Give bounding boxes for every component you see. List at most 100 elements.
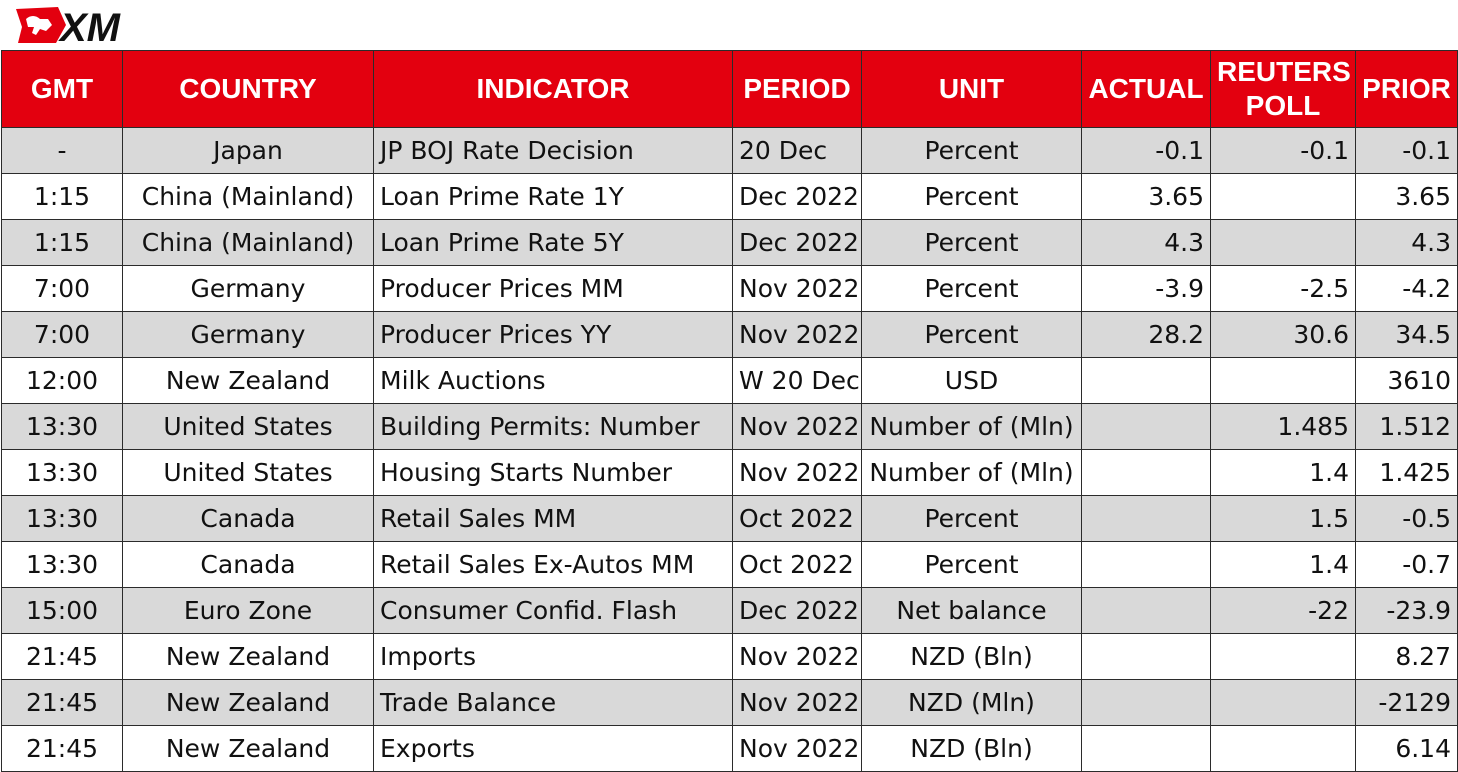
cell-period: Nov 2022 — [732, 725, 862, 772]
table-row: - Japan JP BOJ Rate Decision 20 Dec Percent -… — [1, 127, 1458, 174]
cell-gmt: 12:00 — [1, 357, 123, 404]
cell-reuters-poll: 30.6 — [1210, 311, 1356, 358]
cell-reuters-poll: -22 — [1210, 587, 1356, 634]
cell-reuters-poll: -2.5 — [1210, 265, 1356, 312]
cell-unit: NZD (Mln) — [861, 679, 1082, 726]
cell-country: Canada — [122, 541, 374, 588]
cell-unit: NZD (Bln) — [861, 725, 1082, 772]
cell-country: Germany — [122, 311, 374, 358]
cell-actual — [1081, 495, 1211, 542]
cell-period: Oct 2022 — [732, 495, 862, 542]
cell-reuters-poll: 1.485 — [1210, 403, 1356, 450]
cell-gmt: 13:30 — [1, 403, 123, 450]
table-row: 12:00 New Zealand Milk Auctions W 20 Dec USD… — [1, 357, 1458, 404]
cell-gmt: 21:45 — [1, 633, 123, 680]
cell-actual: -0.1 — [1081, 127, 1211, 174]
header-country: COUNTRY — [122, 50, 374, 128]
cell-prior: 1.512 — [1355, 403, 1458, 450]
cell-reuters-poll — [1210, 679, 1356, 726]
cell-country: China (Mainland) — [122, 219, 374, 266]
cell-gmt: 1:15 — [1, 219, 123, 266]
xm-logo-mark: XM — [16, 6, 122, 45]
table-row: 13:30 United States Building Permits: Numb… — [1, 403, 1458, 450]
cell-period: Dec 2022 — [732, 587, 862, 634]
cell-gmt: 21:45 — [1, 725, 123, 772]
cell-prior: 3610 — [1355, 357, 1458, 404]
table-row: 13:30 Canada Retail Sales Ex-Autos MM Oct 2… — [1, 541, 1458, 588]
cell-country: Euro Zone — [122, 587, 374, 634]
header-prior: PRIOR — [1355, 50, 1458, 128]
cell-unit: USD — [861, 357, 1082, 404]
cell-actual — [1081, 633, 1211, 680]
cell-actual — [1081, 541, 1211, 588]
cell-gmt: 13:30 — [1, 541, 123, 588]
cell-country: New Zealand — [122, 633, 374, 680]
table-row: 21:45 New Zealand Trade Balance Nov 2022 NZD… — [1, 679, 1458, 726]
header-row: GMT COUNTRY INDICATOR PERIOD UNIT ACTUAL… — [1, 50, 1458, 128]
cell-prior: -0.5 — [1355, 495, 1458, 542]
header-unit: UNIT — [861, 50, 1082, 128]
table-row: 13:30 Canada Retail Sales MM Oct 2022 Percen… — [1, 495, 1458, 542]
cell-period: Nov 2022 — [732, 265, 862, 312]
cell-reuters-poll — [1210, 633, 1356, 680]
table-row: 13:30 United States Housing Starts Number N… — [1, 449, 1458, 496]
cell-unit: Percent — [861, 311, 1082, 358]
cell-reuters-poll: 1.5 — [1210, 495, 1356, 542]
cell-actual — [1081, 449, 1211, 496]
cell-gmt: - — [1, 127, 123, 174]
cell-period: Dec 2022 — [732, 219, 862, 266]
cell-period: Nov 2022 — [732, 633, 862, 680]
cell-prior: 4.3 — [1355, 219, 1458, 266]
cell-unit: Percent — [861, 495, 1082, 542]
cell-actual — [1081, 725, 1211, 772]
cell-country: New Zealand — [122, 679, 374, 726]
cell-indicator: Imports — [373, 633, 733, 680]
cell-indicator: Housing Starts Number — [373, 449, 733, 496]
cell-indicator: Retail Sales MM — [373, 495, 733, 542]
cell-reuters-poll: -0.1 — [1210, 127, 1356, 174]
table-row: 21:45 New Zealand Imports Nov 2022 NZD (Bln)… — [1, 633, 1458, 680]
cell-indicator: Building Permits: Number — [373, 403, 733, 450]
header-indicator: INDICATOR — [373, 50, 733, 128]
table-row: 1:15 China (Mainland) Loan Prime Rate 5Y De… — [1, 219, 1458, 266]
cell-indicator: Loan Prime Rate 1Y — [373, 173, 733, 220]
table-row: 7:00 Germany Producer Prices MM Nov 2022 Per… — [1, 265, 1458, 312]
cell-indicator: JP BOJ Rate Decision — [373, 127, 733, 174]
cell-prior: 34.5 — [1355, 311, 1458, 358]
cell-prior: 3.65 — [1355, 173, 1458, 220]
cell-unit: Number of (Mln) — [861, 403, 1082, 450]
cell-actual — [1081, 357, 1211, 404]
header-reuters-poll: REUTERS POLL — [1210, 50, 1356, 128]
cell-gmt: 13:30 — [1, 495, 123, 542]
cell-prior: -4.2 — [1355, 265, 1458, 312]
cell-indicator: Milk Auctions — [373, 357, 733, 404]
cell-actual: 3.65 — [1081, 173, 1211, 220]
cell-actual: 28.2 — [1081, 311, 1211, 358]
table-row: 15:00 Euro Zone Consumer Confid. Flash Dec … — [1, 587, 1458, 634]
header-gmt: GMT — [1, 50, 123, 128]
cell-prior: 8.27 — [1355, 633, 1458, 680]
cell-unit: Percent — [861, 265, 1082, 312]
cell-period: Dec 2022 — [732, 173, 862, 220]
cell-gmt: 13:30 — [1, 449, 123, 496]
cell-country: New Zealand — [122, 725, 374, 772]
cell-indicator: Producer Prices YY — [373, 311, 733, 358]
cell-indicator: Retail Sales Ex-Autos MM — [373, 541, 733, 588]
header-actual: ACTUAL — [1081, 50, 1211, 128]
cell-country: New Zealand — [122, 357, 374, 404]
table-row: 21:45 New Zealand Exports Nov 2022 NZD (Bln)… — [1, 725, 1458, 772]
cell-indicator: Loan Prime Rate 5Y — [373, 219, 733, 266]
cell-country: United States — [122, 403, 374, 450]
cell-gmt: 21:45 — [1, 679, 123, 726]
cell-reuters-poll: 1.4 — [1210, 449, 1356, 496]
cell-prior: -0.1 — [1355, 127, 1458, 174]
cell-reuters-poll — [1210, 357, 1356, 404]
table-row: 7:00 Germany Producer Prices YY Nov 2022 Per… — [1, 311, 1458, 358]
cell-actual — [1081, 679, 1211, 726]
cell-indicator: Producer Prices MM — [373, 265, 733, 312]
cell-country: Japan — [122, 127, 374, 174]
header-period: PERIOD — [732, 50, 862, 128]
cell-period: W 20 Dec — [732, 357, 862, 404]
cell-unit: Percent — [861, 127, 1082, 174]
cell-reuters-poll: 1.4 — [1210, 541, 1356, 588]
